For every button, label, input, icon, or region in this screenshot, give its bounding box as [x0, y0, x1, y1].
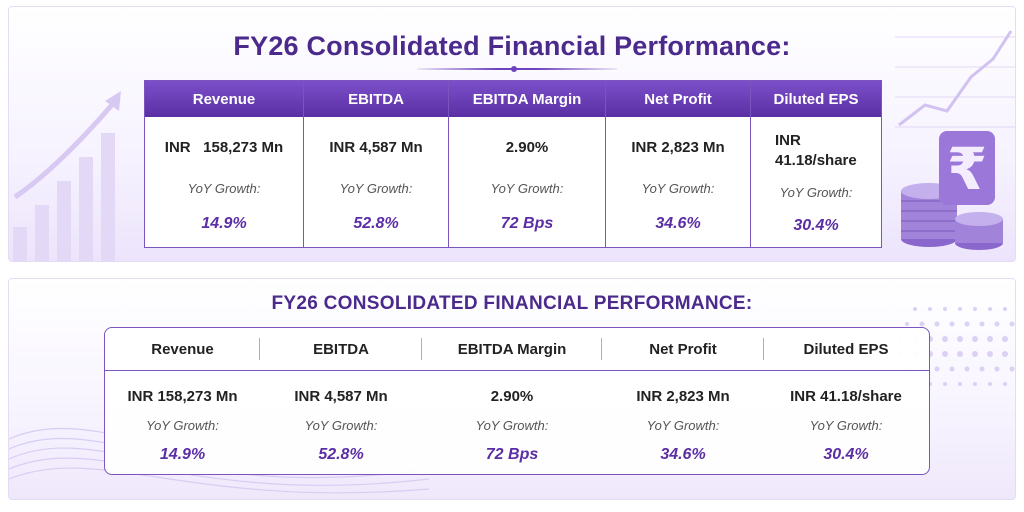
metric-value: INR 2,823 Mn [636, 388, 730, 405]
yoy-label: YoY Growth: [146, 418, 219, 433]
growth-value: 72 Bps [500, 215, 554, 232]
growth-value: 52.8% [353, 215, 399, 232]
metric-value: INR 4,587 Mn [294, 388, 388, 405]
metrics-table: Revenue INR 158,273 Mn YoY Growth: 14.9%… [144, 80, 882, 248]
metric-value: 2.90% [505, 139, 549, 156]
line-chart-icon [895, 30, 1015, 128]
metrics-header-row: Revenue EBITDA EBITDA Margin Net Profit … [105, 328, 929, 370]
yoy-label: YoY Growth: [187, 181, 261, 196]
page-title: FY26 Consolidated Financial Performance: [233, 31, 791, 61]
yoy-label: YoY Growth: [641, 181, 715, 196]
metric-cell-revenue: INR 158,273 Mn YoY Growth: 14.9% [105, 370, 260, 474]
yoy-label: YoY Growth: [646, 418, 720, 433]
column-header-ebitda-margin: EBITDA Margin [422, 328, 602, 370]
metric-value: INR 41.18/share [775, 131, 881, 171]
metric-cell-diluted-eps: INR 41.18/share YoY Growth: 30.4% [764, 370, 928, 474]
growth-value: 30.4% [793, 217, 839, 234]
column-header: EBITDA Margin [449, 81, 605, 117]
growth-value: 72 Bps [485, 446, 539, 463]
yoy-label: YoY Growth: [779, 185, 853, 200]
yoy-label: YoY Growth: [490, 181, 564, 196]
column-header: Diluted EPS [751, 81, 881, 117]
metric-cell-ebitda-margin: 2.90% YoY Growth: 72 Bps [422, 370, 602, 474]
metric-column-ebitda: EBITDA INR 4,587 Mn YoY Growth: 52.8% [304, 81, 449, 247]
metric-value: INR 158,273 Mn [164, 139, 284, 156]
rupee-coins-icon: ₹ [901, 131, 1003, 250]
dot-pattern-icon [898, 307, 1015, 386]
metric-value: INR 4,587 Mn [329, 139, 423, 156]
metric-value-line2: 41.18/share [775, 152, 857, 169]
bar-chart-arrow-icon [13, 91, 121, 261]
svg-text:₹: ₹ [947, 135, 987, 203]
metrics-value-row: INR 158,273 Mn YoY Growth: 14.9% INR 4,5… [105, 370, 929, 474]
column-header: Revenue [145, 81, 303, 117]
column-header-diluted-eps: Diluted EPS [803, 340, 889, 358]
metric-value-line1: INR [775, 132, 801, 149]
metric-column-ebitda-margin: EBITDA Margin 2.90% YoY Growth: 72 Bps [449, 81, 606, 247]
column-header-net-profit: Net Profit [602, 328, 764, 370]
growth-value: 30.4% [823, 446, 869, 463]
metric-cell-ebitda: INR 4,587 Mn YoY Growth: 52.8% [260, 370, 422, 474]
column-header: EBITDA [304, 81, 448, 117]
metric-column-diluted-eps: Diluted EPS INR 41.18/share YoY Growth: … [751, 81, 881, 247]
title-divider-dot [511, 66, 517, 72]
column-header: Net Profit [606, 81, 750, 117]
growth-value: 14.9% [201, 215, 247, 232]
yoy-label: YoY Growth: [304, 418, 378, 433]
metric-value: INR 41.18/share [790, 388, 902, 405]
title-divider [417, 68, 617, 70]
performance-banner-1: ₹ FY26 Consolidated Financial Performanc… [8, 6, 1016, 262]
yoy-label: YoY Growth: [339, 181, 413, 196]
column-header-ebitda: EBITDA [260, 328, 422, 370]
performance-banner-2: FY26 CONSOLIDATED FINANCIAL PERFORMANCE:… [8, 278, 1016, 500]
growth-value: 34.6% [655, 215, 701, 232]
growth-value: 52.8% [318, 446, 364, 463]
metric-column-revenue: Revenue INR 158,273 Mn YoY Growth: 14.9% [145, 81, 304, 247]
metric-value: INR 158,273 Mn [127, 388, 238, 405]
growth-value: 14.9% [159, 446, 206, 463]
metrics-card: Revenue EBITDA EBITDA Margin Net Profit … [104, 327, 930, 475]
metric-value: INR 2,823 Mn [631, 139, 725, 156]
metric-value: 2.90% [490, 388, 534, 405]
section-title: FY26 CONSOLIDATED FINANCIAL PERFORMANCE: [271, 293, 753, 314]
yoy-label: YoY Growth: [475, 418, 549, 433]
header-divider [105, 370, 929, 371]
growth-value: 34.6% [660, 446, 706, 463]
metric-cell-net-profit: INR 2,823 Mn YoY Growth: 34.6% [602, 370, 764, 474]
column-header-revenue: Revenue [105, 328, 260, 370]
metric-column-net-profit: Net Profit INR 2,823 Mn YoY Growth: 34.6… [606, 81, 751, 247]
yoy-label: YoY Growth: [809, 418, 883, 433]
